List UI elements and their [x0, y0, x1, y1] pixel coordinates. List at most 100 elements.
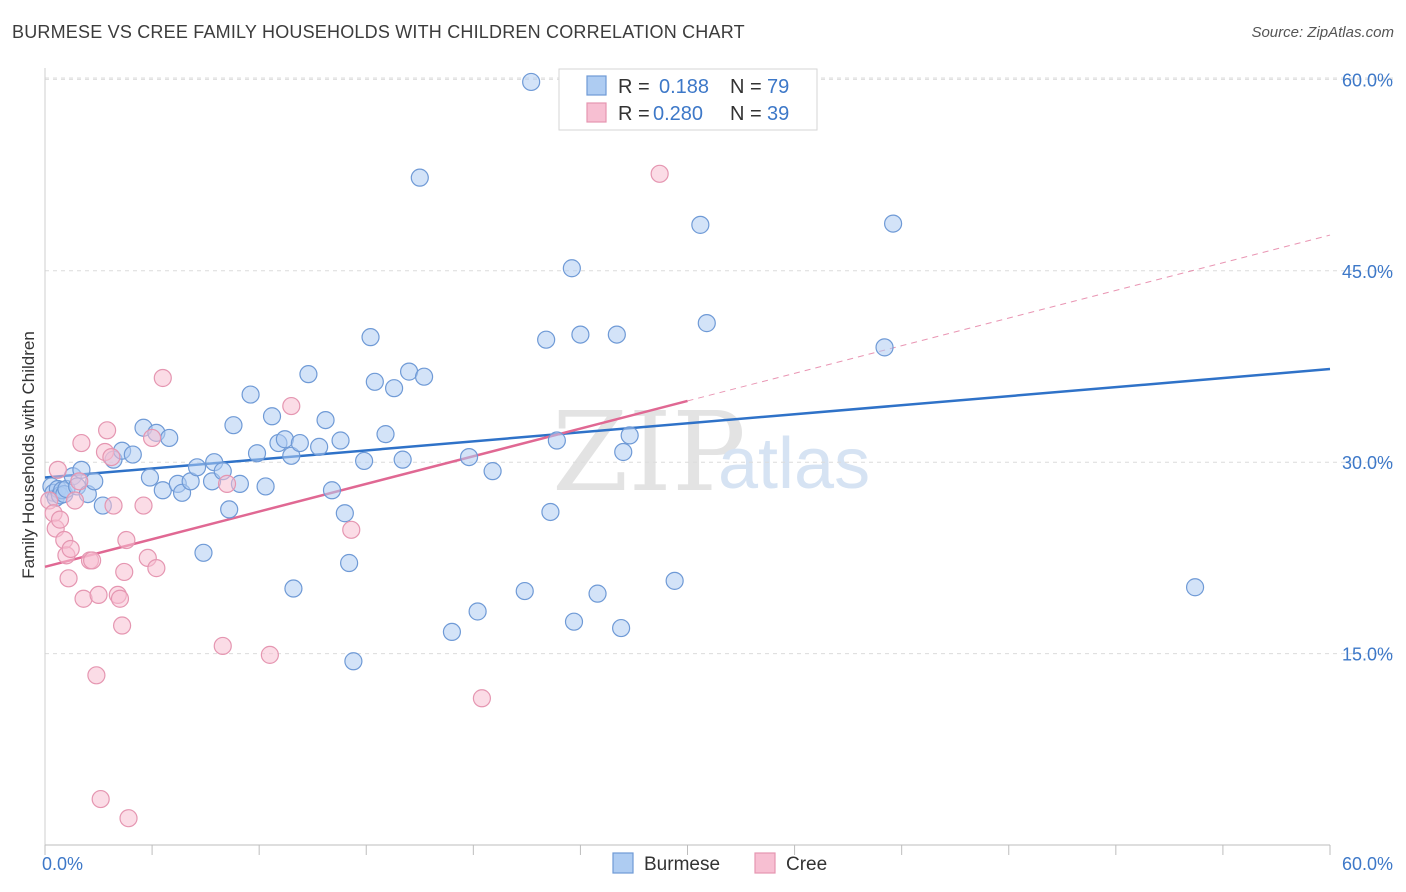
point-burmese-46 — [331, 431, 350, 450]
point-burmese-62 — [483, 462, 502, 481]
point-burmese-26 — [194, 543, 213, 562]
legend-n-label-cree: N = — [730, 103, 762, 125]
point-burmese-16 — [123, 445, 142, 464]
point-burmese-63 — [515, 581, 534, 601]
point-cree-7 — [59, 569, 78, 588]
point-cree-31 — [147, 559, 166, 578]
point-burmese-20 — [153, 481, 172, 500]
x-tick-label-min: 0.0% — [42, 854, 83, 874]
legend-bottom: Burmese Cree — [612, 852, 827, 875]
point-cree-4 — [50, 510, 70, 529]
point-burmese-76 — [665, 571, 684, 590]
point-cree-14 — [83, 551, 102, 570]
point-burmese-31 — [224, 416, 243, 435]
point-burmese-47 — [335, 504, 354, 523]
point-cree-8 — [61, 539, 80, 559]
point-burmese-66 — [541, 502, 560, 522]
source-label: Source: ZipAtlas.com — [1251, 24, 1394, 41]
point-burmese-21 — [160, 428, 179, 448]
point-burmese-51 — [361, 328, 380, 347]
point-cree-33 — [213, 636, 232, 656]
point-burmese-44 — [316, 410, 335, 430]
point-burmese-70 — [571, 325, 590, 344]
y-tick-label-60: 60.0% — [1342, 70, 1393, 90]
point-cree-17 — [91, 789, 110, 809]
point-cree-20 — [102, 447, 121, 467]
point-cree-30 — [142, 428, 162, 448]
point-cree-36 — [282, 396, 301, 416]
point-cree-16 — [89, 585, 108, 605]
point-burmese-71 — [588, 584, 607, 603]
axes — [44, 68, 1331, 855]
legend-n-label-burmese: N = — [730, 76, 762, 98]
point-burmese-55 — [393, 450, 412, 469]
point-burmese-60 — [459, 447, 479, 467]
point-cree-32 — [153, 368, 172, 388]
legend-n-value-cree: 39 — [767, 103, 789, 125]
point-burmese-69 — [564, 612, 584, 631]
point-burmese-80 — [883, 214, 903, 233]
point-burmese-53 — [376, 425, 395, 444]
y-axis-label: Family Households with Children — [19, 331, 38, 579]
point-cree-21 — [104, 496, 123, 515]
point-burmese-61 — [468, 602, 487, 621]
point-cree-27 — [119, 809, 138, 828]
point-burmese-65 — [537, 330, 556, 349]
point-burmese-40 — [284, 579, 303, 598]
bottom-legend-label-burmese: Burmese — [644, 854, 720, 875]
point-burmese-72 — [607, 325, 626, 344]
point-burmese-67 — [547, 431, 566, 450]
trend-line-cree-extension — [687, 234, 1331, 402]
legend-r-value-burmese: 0.188 — [659, 76, 709, 98]
point-burmese-68 — [562, 259, 581, 278]
point-burmese-50 — [355, 451, 374, 471]
grid-lines — [45, 77, 1394, 655]
point-cree-15 — [87, 666, 106, 685]
point-burmese-34 — [247, 444, 267, 463]
point-burmese-42 — [299, 365, 318, 384]
point-burmese-36 — [262, 407, 282, 426]
point-burmese-77 — [691, 215, 710, 234]
point-burmese-43 — [310, 437, 329, 456]
point-cree-26 — [117, 530, 136, 550]
point-burmese-73 — [612, 618, 631, 638]
bottom-legend-label-cree: Cree — [786, 854, 827, 875]
legend-r-label-cree: R = — [618, 103, 650, 125]
point-cree-19 — [98, 421, 117, 440]
point-burmese-41 — [290, 433, 309, 453]
point-burmese-64 — [522, 72, 541, 92]
point-burmese-57 — [410, 168, 429, 187]
point-burmese-52 — [365, 372, 384, 391]
point-cree-11 — [72, 433, 91, 453]
point-burmese-54 — [384, 379, 404, 398]
y-tick-label-45: 45.0% — [1342, 262, 1393, 282]
data-points — [40, 72, 1205, 828]
legend-r-label-burmese: R = — [618, 76, 650, 98]
point-burmese-81 — [1185, 578, 1205, 597]
point-cree-38 — [472, 689, 491, 708]
point-burmese-38 — [275, 430, 294, 449]
point-cree-28 — [134, 496, 153, 515]
point-cree-23 — [110, 589, 130, 608]
bottom-legend-swatch-cree — [754, 852, 776, 874]
point-burmese-30 — [220, 500, 239, 519]
legend-swatch-burmese — [586, 75, 607, 96]
point-burmese-39 — [282, 446, 301, 465]
y-tick-label-30: 30.0% — [1342, 453, 1393, 473]
trend-lines — [44, 234, 1331, 569]
point-burmese-45 — [322, 481, 342, 500]
point-cree-3 — [48, 460, 67, 479]
legend-n-value-burmese: 79 — [767, 76, 789, 98]
watermark-atlas: atlas — [718, 424, 870, 504]
point-cree-37 — [342, 520, 361, 539]
trend-line-cree — [44, 399, 688, 569]
point-burmese-58 — [414, 367, 434, 386]
point-burmese-25 — [187, 458, 207, 477]
point-burmese-75 — [620, 426, 639, 445]
point-burmese-74 — [614, 442, 633, 462]
legend-swatch-cree — [586, 102, 607, 123]
point-cree-12 — [74, 589, 93, 608]
point-burmese-35 — [256, 477, 275, 496]
point-cree-10 — [70, 472, 89, 491]
